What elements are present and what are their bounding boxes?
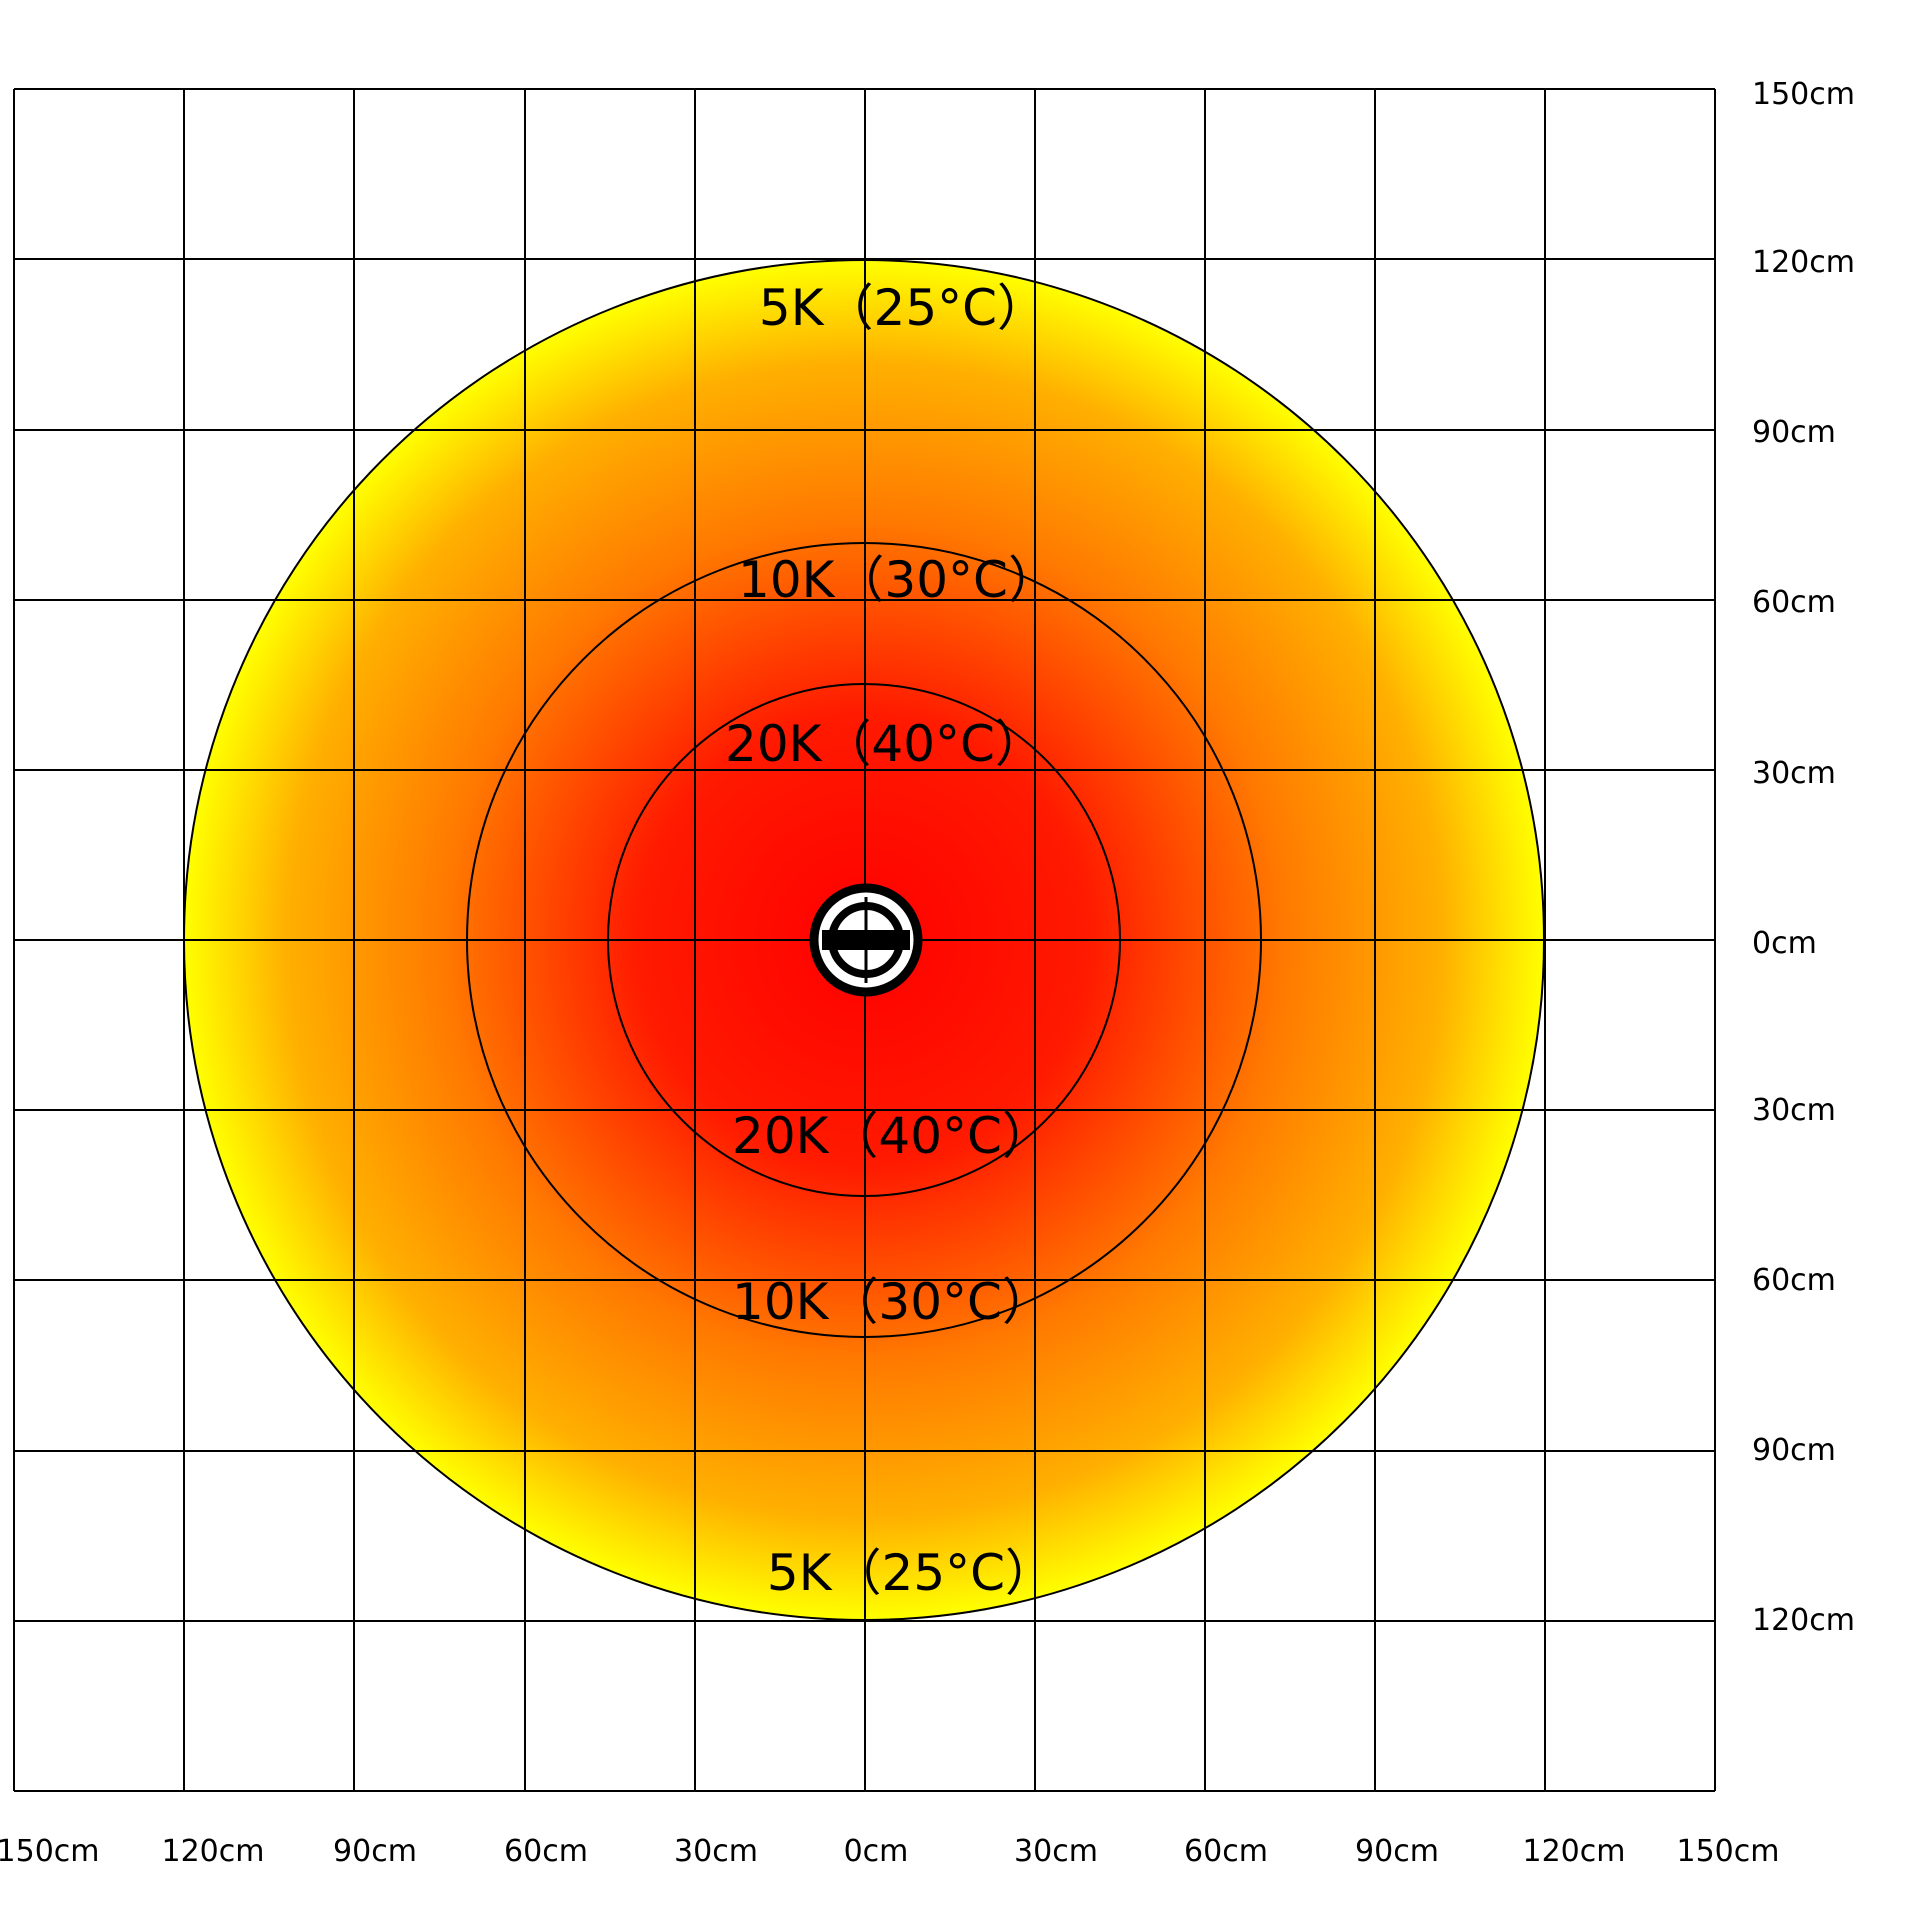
y-axis-tick-label: 90cm [1752, 1433, 1836, 1468]
x-axis-tick-label: 90cm [333, 1834, 417, 1869]
x-axis-tick-label: 120cm [162, 1834, 265, 1869]
zone-5k-label-top: 5K（25°C） [759, 279, 1047, 337]
zone-10k-label-bottom: 10K（30°C） [732, 1273, 1052, 1331]
x-axis-tick-label: 0cm [844, 1834, 909, 1869]
x-axis-labels: 150cm 120cm 90cm 60cm 30cm 0cm 30cm 60cm 90cm 120… [0, 1834, 1779, 1869]
zone-10k-boundary [466, 542, 1262, 1338]
zone-5k-label-bottom: 5K（25°C） [767, 1544, 1055, 1602]
zone-5k-boundary [183, 259, 1545, 1621]
x-axis-tick-label: 60cm [504, 1834, 588, 1869]
y-axis-tick-label: 30cm [1752, 1093, 1836, 1128]
x-axis-tick-label: 30cm [1014, 1834, 1098, 1869]
y-axis-tick-label: 90cm [1752, 415, 1836, 450]
y-axis-tick-label: 150cm [1752, 77, 1855, 112]
x-axis-tick-label: 150cm [0, 1834, 99, 1869]
zone-20k-boundary [607, 683, 1121, 1197]
y-axis-tick-label: 30cm [1752, 756, 1836, 791]
y-axis-tick-label: 120cm [1752, 245, 1855, 280]
zone-20k-label-bottom: 20K（40°C） [732, 1107, 1052, 1165]
x-axis-tick-label: 60cm [1184, 1834, 1268, 1869]
x-axis-tick-label: 90cm [1355, 1834, 1439, 1869]
y-axis-tick-label: 120cm [1752, 1603, 1855, 1638]
x-axis-tick-label: 120cm [1523, 1834, 1626, 1869]
x-axis-tick-label: 30cm [674, 1834, 758, 1869]
y-axis-tick-label: 0cm [1752, 926, 1817, 961]
y-axis-labels: 150cm 120cm 90cm 60cm 30cm 0cm 30cm 60cm 90cm 120… [1752, 77, 1855, 1638]
zone-10k-label-top: 10K（30°C） [738, 551, 1058, 609]
y-axis-tick-label: 60cm [1752, 1263, 1836, 1298]
zone-20k-label-top: 20K（40°C） [725, 715, 1045, 773]
x-axis-tick-label: 150cm [1677, 1834, 1780, 1869]
heater-symbol-icon [809, 883, 923, 997]
y-axis-tick-label: 60cm [1752, 585, 1836, 620]
